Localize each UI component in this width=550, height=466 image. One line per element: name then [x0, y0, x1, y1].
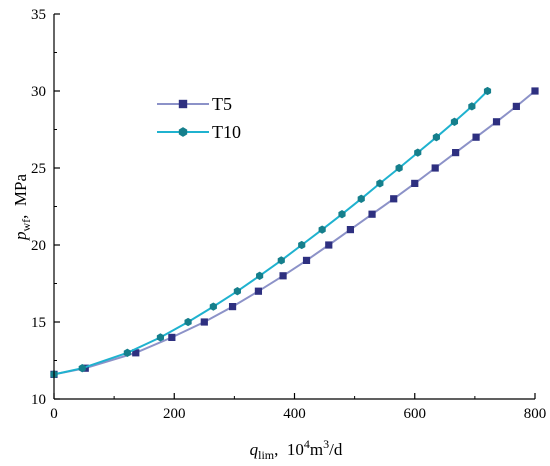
legend-item: T5 [157, 94, 232, 114]
axes: 0 200 400 600 800 10 15 20 25 30 35 [31, 7, 546, 422]
x-tick-label: 800 [524, 406, 547, 422]
data-point [298, 240, 306, 250]
data-point [256, 271, 264, 280]
data-point [368, 210, 376, 218]
data-point [318, 225, 326, 234]
data-point [346, 226, 355, 234]
data-point [376, 179, 384, 188]
x-tick-label: 0 [50, 406, 58, 422]
data-point [411, 179, 419, 187]
data-point [531, 87, 539, 95]
data-point [431, 164, 439, 172]
data-point [357, 194, 365, 203]
data-point [512, 102, 520, 110]
data-point [450, 117, 459, 126]
y-tick-label: 30 [31, 84, 46, 100]
legend-item: T10 [157, 122, 241, 142]
data-point [338, 210, 346, 219]
y-tick-label: 15 [31, 315, 46, 331]
series-T10 [50, 86, 492, 379]
series-T5 [50, 87, 539, 378]
x-axis-label: qlim, 104m3/d [250, 437, 343, 462]
data-point [279, 272, 287, 280]
data-point [302, 256, 311, 264]
data-point [483, 86, 492, 96]
y-tick-label: 20 [31, 238, 46, 254]
data-point [472, 133, 480, 141]
data-point [123, 348, 131, 357]
x-tick-label: 200 [163, 406, 186, 422]
data-point [414, 148, 422, 157]
data-point [277, 256, 285, 265]
data-point [390, 195, 398, 203]
data-point [184, 317, 192, 327]
plot-area [50, 86, 539, 379]
data-point [325, 241, 333, 249]
data-point [168, 333, 176, 341]
x-tick-label: 600 [404, 406, 427, 422]
data-point [395, 163, 403, 173]
y-tick-label: 25 [31, 161, 46, 177]
legend-label: T5 [212, 94, 232, 114]
data-point [228, 303, 237, 311]
data-point [132, 349, 140, 357]
y-tick-label: 10 [31, 392, 46, 408]
legend-marker [178, 99, 188, 109]
data-point [233, 287, 241, 296]
data-point [156, 333, 165, 342]
data-point [78, 364, 86, 373]
x-tick-label: 400 [283, 406, 306, 422]
data-point [492, 118, 501, 126]
data-point [468, 102, 476, 111]
y-axis-label: pwf, MPa [11, 174, 33, 241]
data-point [432, 133, 440, 142]
data-point [209, 302, 217, 311]
legend-label: T10 [212, 122, 241, 142]
data-point [200, 318, 208, 326]
data-point [452, 149, 460, 157]
series-line [53, 90, 536, 376]
y-tick-label: 35 [31, 7, 46, 23]
data-point [254, 287, 263, 295]
series-line [53, 90, 489, 376]
legend-marker [178, 127, 188, 137]
